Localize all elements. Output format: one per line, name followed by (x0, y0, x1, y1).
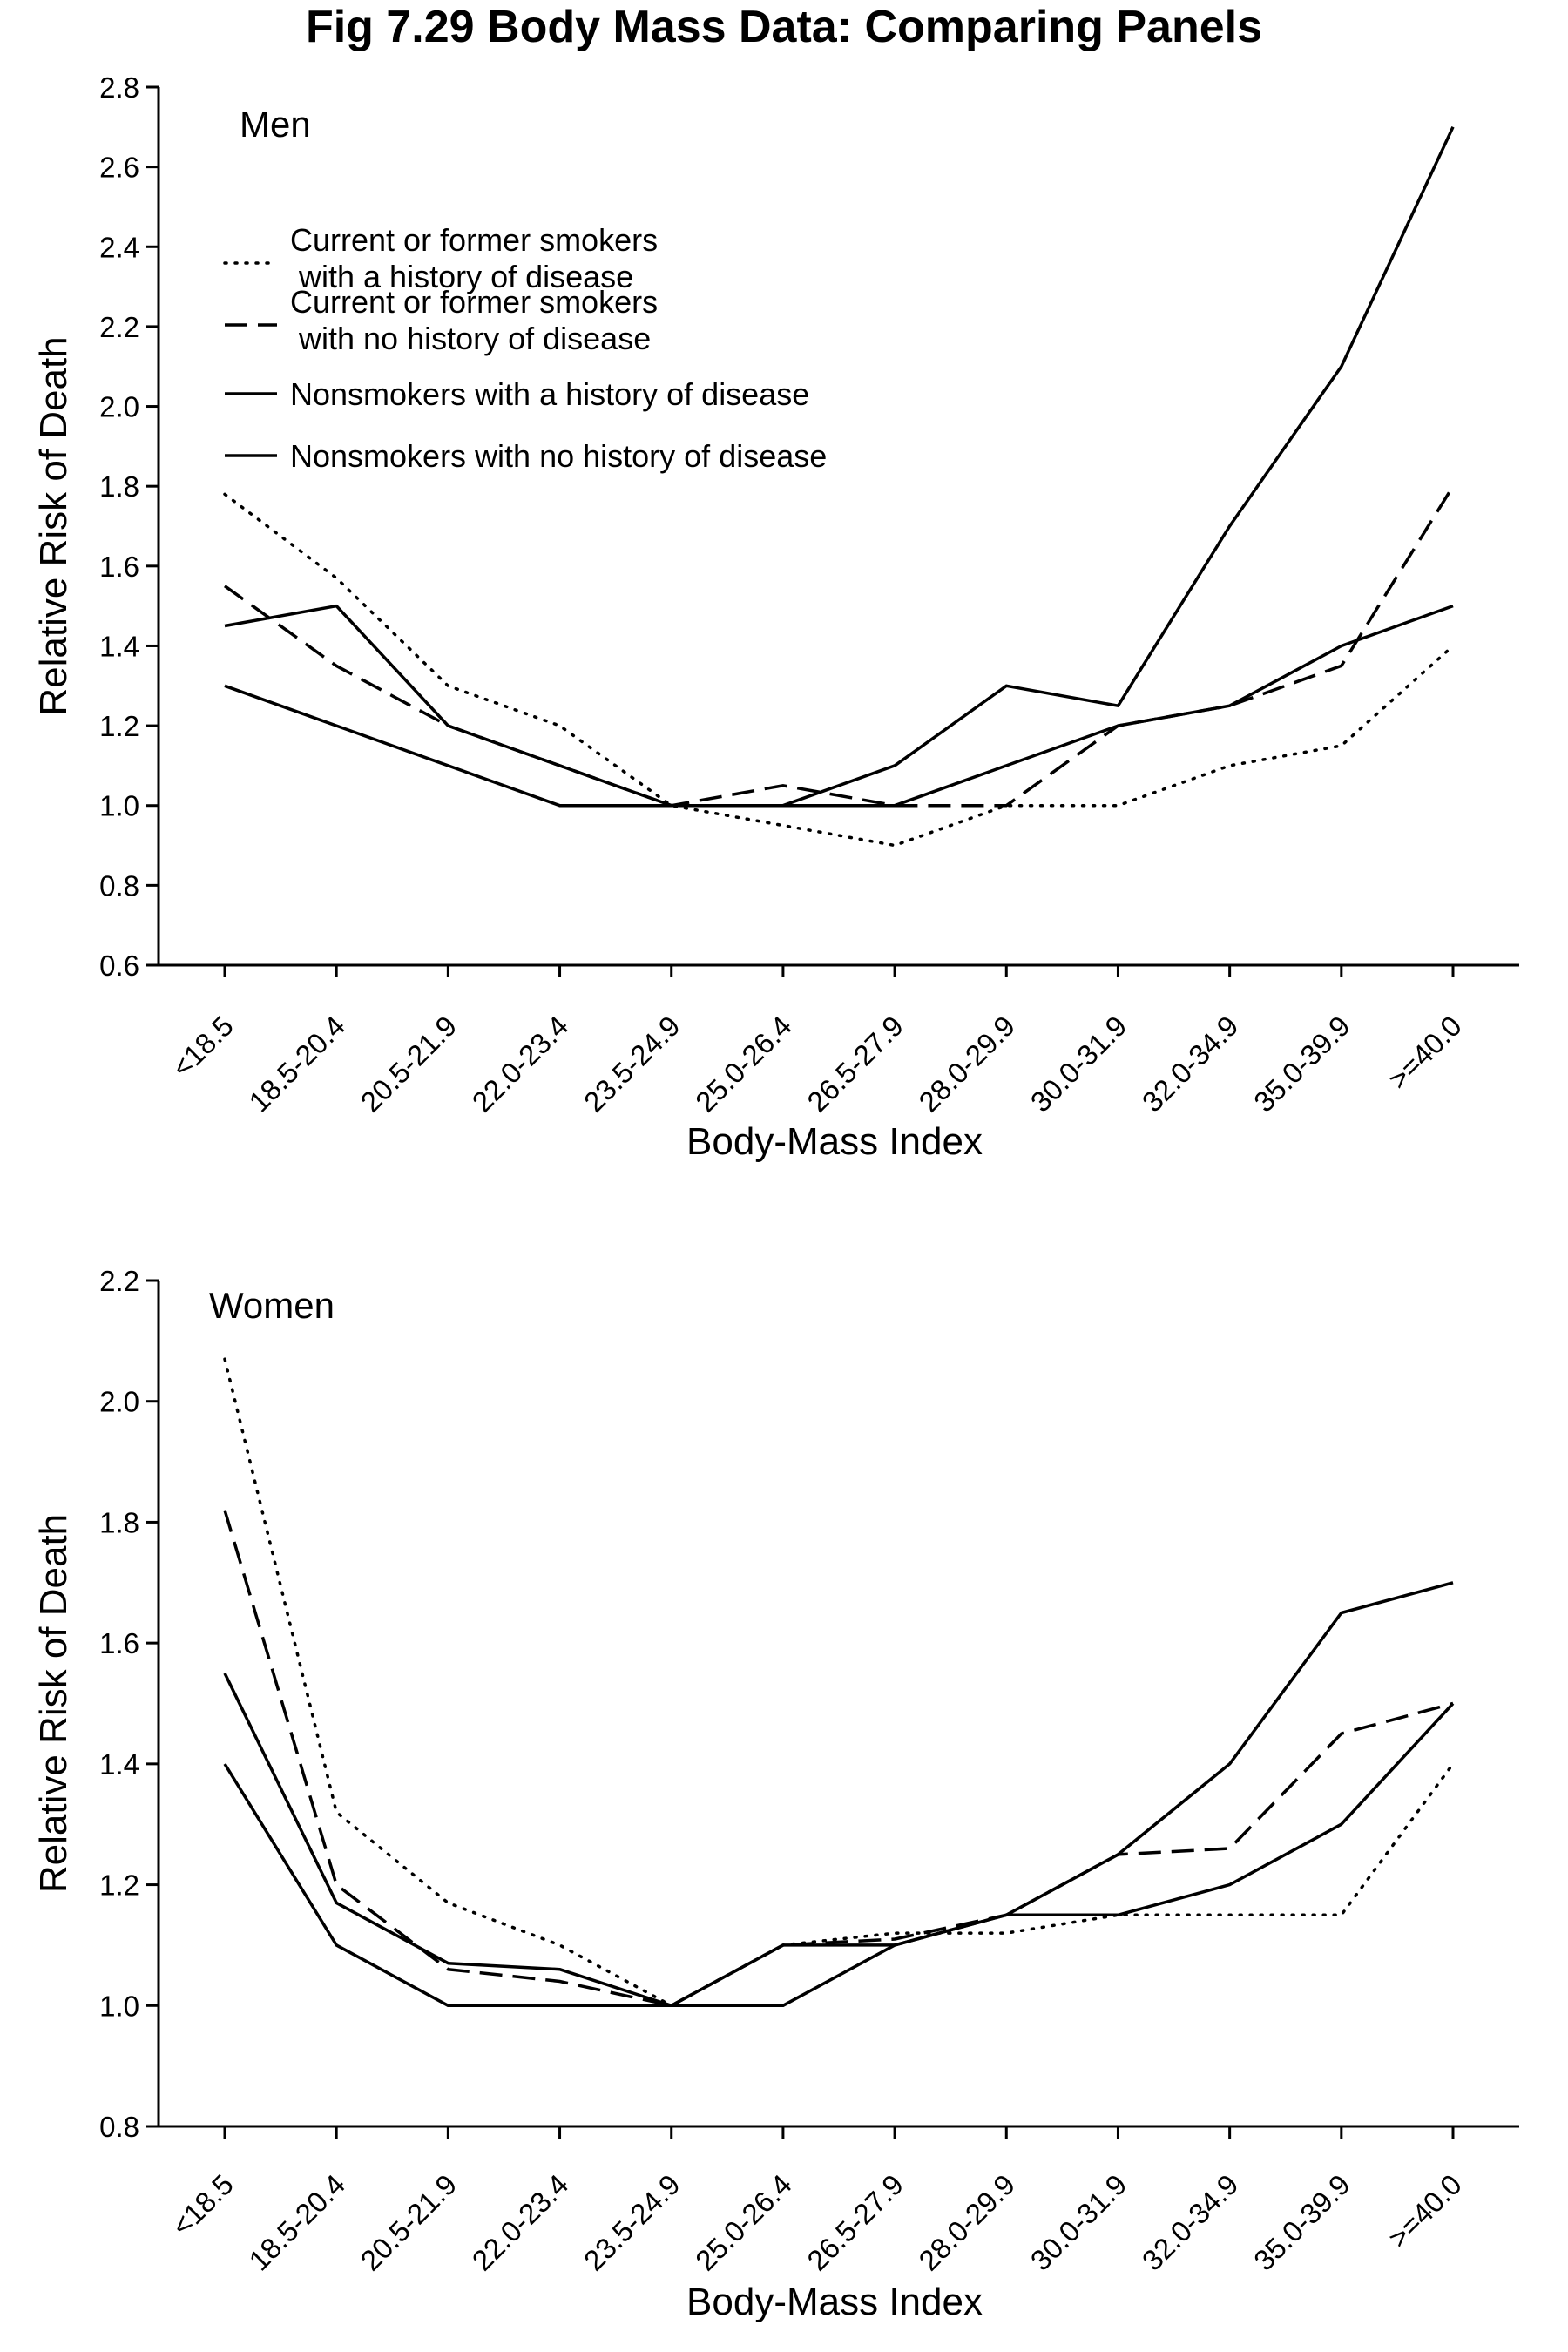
panel-label: Men (240, 104, 311, 145)
y-tick-label: 1.6 (99, 551, 139, 583)
x-tick-label: 32.0-34.9 (1136, 2168, 1245, 2277)
series-line-1-dotted (223, 492, 1455, 848)
y-tick-label: 1.0 (99, 790, 139, 822)
series-line-3-solid (224, 126, 1455, 808)
x-tick-label: 26.5-27.9 (801, 1010, 909, 1119)
y-tick-label: 2.2 (99, 1265, 139, 1297)
x-tick-label: 23.5-24.9 (578, 1010, 686, 1119)
x-tick-label: 22.0-23.4 (466, 1010, 575, 1119)
x-tick-label: >=40.0 (1382, 1010, 1468, 1096)
series-line-2-dashed (223, 1510, 1454, 2008)
x-tick-label: <18.5 (166, 2168, 240, 2242)
x-tick-label: 28.0-29.9 (912, 1010, 1021, 1119)
x-tick-label: 25.0-26.4 (689, 1010, 798, 1119)
y-tick-label: 1.6 (99, 1627, 139, 1659)
x-axis-title: Body-Mass Index (686, 2281, 983, 2323)
x-tick-label: 18.5-20.4 (242, 2168, 351, 2277)
y-axis-title: Relative Risk of Death (32, 1514, 75, 1893)
y-tick-label: 1.2 (99, 1869, 139, 1902)
x-tick-label: <18.5 (166, 1010, 240, 1084)
x-tick-label: 30.0-31.9 (1024, 2168, 1133, 2277)
x-tick-label: 20.5-21.9 (355, 2168, 463, 2277)
y-tick-label: 1.4 (99, 1748, 139, 1781)
series-line-4-solid (223, 1702, 1455, 2008)
y-tick-label: 2.8 (99, 71, 139, 104)
y-tick-label: 1.2 (99, 710, 139, 742)
y-tick-label: 2.0 (99, 1386, 139, 1418)
panel-women: 0.8 1.0 1.2 1.4 1.6 1.8 2.0 2.2 <18.5 18.5-20.4 20… (32, 1265, 1519, 2323)
x-tick-label: >=40.0 (1382, 2168, 1468, 2254)
y-tick-label: 0.6 (99, 950, 139, 982)
x-tick-label: 18.5-20.4 (242, 1010, 351, 1119)
x-tick-label: 25.0-26.4 (689, 2168, 798, 2277)
series-line-3-solid (223, 1581, 1454, 2008)
x-tick-label: 35.0-39.9 (1247, 2168, 1356, 2277)
y-tick-label: 1.8 (99, 1506, 139, 1538)
panels: 0.6 0.8 1.0 1.2 1.4 1.6 1.8 2.0 2.2 2.4 2.6 2.8 <18.… (32, 71, 1519, 2323)
x-tick-label: 30.0-31.9 (1024, 1010, 1133, 1119)
panel-label: Women (209, 1285, 335, 1326)
x-tick-label: 20.5-21.9 (355, 1010, 463, 1119)
y-tick-label: 1.4 (99, 630, 139, 662)
legend-entry-label: Current or former smokers (290, 284, 658, 320)
y-tick-label: 1.0 (99, 1990, 139, 2022)
figure-title: Fig 7.29 Body Mass Data: Comparing Panel… (306, 2, 1262, 52)
x-axis-title: Body-Mass Index (686, 1120, 983, 1163)
y-tick-label: 2.6 (99, 152, 139, 184)
x-tick-label: 28.0-29.9 (912, 2168, 1021, 2277)
series-line-1-dotted (223, 1357, 1455, 2008)
panel-men: 0.6 0.8 1.0 1.2 1.4 1.6 1.8 2.0 2.2 2.4 2.6 2.8 <18.… (32, 71, 1519, 1163)
legend-entry-label: Nonsmokers with a history of disease (290, 376, 809, 412)
x-tick-label: 35.0-39.9 (1247, 1010, 1356, 1119)
y-tick-label: 2.2 (99, 311, 139, 343)
y-tick-label: 2.0 (99, 391, 139, 423)
legend-entry-label-line2: with no history of disease (298, 321, 651, 356)
x-tick-label: 23.5-24.9 (578, 2168, 686, 2277)
x-tick-label: 22.0-23.4 (466, 2168, 575, 2277)
y-tick-label: 2.4 (99, 231, 139, 263)
y-axis-title: Relative Risk of Death (32, 336, 75, 715)
y-tick-label: 0.8 (99, 869, 139, 902)
y-tick-label: 1.8 (99, 470, 139, 503)
x-tick-label: 26.5-27.9 (801, 2168, 909, 2277)
legend-entry-label: Nonsmokers with no history of disease (290, 438, 827, 474)
series-line-4-solid (224, 604, 1454, 808)
series-line-2-dashed (223, 485, 1455, 808)
legend-entry-label-line2: with a history of disease (298, 259, 633, 294)
y-tick-label: 0.8 (99, 2111, 139, 2143)
legend-entry-label: Current or former smokers (290, 222, 658, 258)
x-tick-label: 32.0-34.9 (1136, 1010, 1245, 1119)
